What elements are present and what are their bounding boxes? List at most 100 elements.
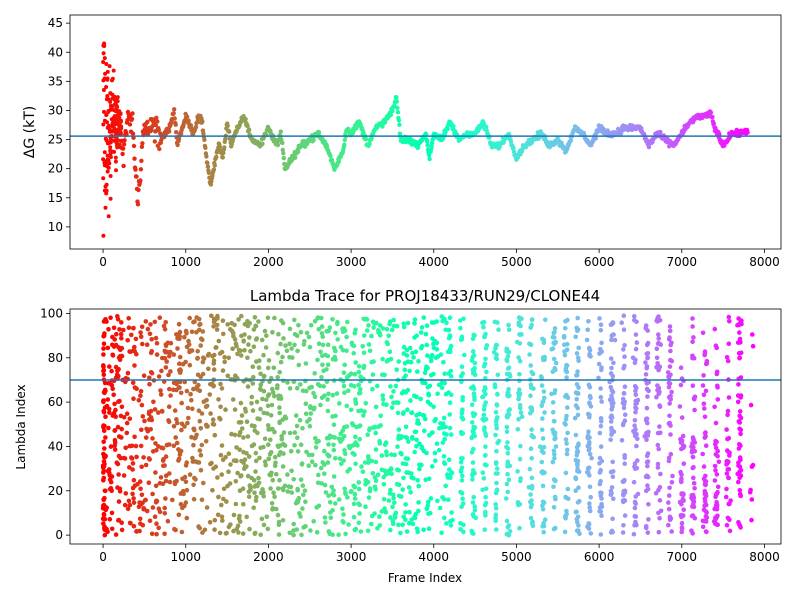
lambda-point: [542, 470, 547, 475]
lambda-point: [726, 314, 732, 320]
lambda-point: [703, 430, 708, 435]
lambda-point: [344, 348, 349, 354]
lambda-point: [401, 344, 407, 350]
lambda-point: [504, 349, 509, 354]
lambda-point: [108, 315, 113, 321]
lambda-point: [129, 456, 135, 461]
lambda-point: [505, 459, 511, 465]
lambda-point: [398, 450, 403, 456]
lambda-point: [633, 332, 639, 337]
lambda-point: [333, 348, 338, 354]
lambda-point: [540, 436, 546, 441]
lambda-point: [540, 523, 545, 529]
lambda-point: [726, 475, 731, 480]
lambda-point: [210, 354, 215, 359]
lambda-point: [587, 351, 592, 357]
lambda-point: [738, 350, 744, 356]
lambda-point: [364, 328, 370, 333]
lambda-point: [400, 487, 406, 492]
lambda-point: [750, 462, 756, 468]
lambda-point: [506, 327, 512, 333]
lambda-point: [668, 432, 673, 437]
lambda-point: [330, 508, 335, 513]
lambda-point: [294, 423, 300, 429]
lambda-point: [702, 406, 707, 411]
lambda-point: [727, 517, 732, 522]
lambda-point: [287, 430, 293, 436]
lambda-point: [361, 316, 367, 322]
lambda-point: [309, 459, 315, 465]
lambda-point: [528, 515, 534, 521]
lambda-point: [597, 481, 603, 487]
lambda-point: [118, 455, 123, 461]
lambda-point: [598, 327, 604, 333]
lambda-point: [158, 392, 164, 397]
delta-g-point: [484, 124, 489, 130]
lambda-point: [133, 443, 139, 449]
delta-g-point: [117, 142, 122, 147]
lambda-point: [148, 415, 154, 420]
lambda-point: [148, 322, 153, 327]
delta-g-point: [171, 111, 176, 116]
lambda-point: [237, 430, 243, 435]
lambda-point: [394, 323, 400, 329]
lambda-point: [191, 496, 197, 502]
lambda-point: [140, 341, 145, 347]
lambda-point: [353, 401, 359, 406]
lambda-point: [440, 425, 445, 430]
lambda-point: [365, 432, 371, 438]
lambda-point: [353, 434, 358, 440]
lambda-point: [219, 386, 225, 391]
lambda-point: [188, 391, 193, 397]
lambda-y-tick-label: 20: [48, 484, 63, 498]
lambda-point: [619, 320, 624, 326]
lambda-point: [267, 472, 272, 478]
delta-g-point: [388, 112, 394, 118]
lambda-point: [163, 454, 169, 459]
lambda-point: [147, 375, 152, 381]
lambda-point: [406, 439, 411, 444]
lambda-point: [480, 487, 485, 493]
lambda-point: [196, 382, 201, 388]
lambda-point: [316, 327, 322, 332]
lambda-point: [138, 393, 143, 399]
lambda-point: [587, 347, 593, 353]
lambda-point: [608, 419, 614, 424]
lambda-point: [255, 416, 260, 421]
lambda-point: [432, 450, 438, 456]
lambda-point: [610, 474, 616, 480]
lambda-point: [632, 430, 638, 436]
lambda-point: [150, 449, 156, 454]
lambda-point: [341, 370, 347, 376]
lambda-point: [344, 403, 350, 409]
lambda-point: [339, 461, 344, 467]
delta-g-point: [260, 141, 265, 146]
lambda-point: [298, 329, 304, 335]
lambda-point: [575, 500, 581, 505]
lambda-point: [182, 503, 187, 509]
lambda-point: [403, 390, 409, 395]
lambda-point: [461, 522, 466, 528]
lambda-point: [373, 459, 379, 465]
delta-g-point: [108, 196, 113, 201]
lambda-point: [644, 460, 650, 465]
delta-g-point: [113, 116, 118, 121]
lambda-point: [471, 413, 476, 419]
lambda-point: [441, 497, 447, 502]
lambda-point: [263, 345, 269, 350]
lambda-point: [185, 405, 191, 411]
lambda-point: [426, 392, 432, 398]
lambda-point: [516, 355, 521, 360]
lambda-point: [242, 457, 248, 462]
lambda-point: [505, 440, 510, 445]
lambda-point: [666, 493, 672, 498]
lambda-point: [738, 468, 744, 473]
lambda-point: [285, 472, 290, 477]
lambda-point: [667, 413, 672, 419]
lambda-point: [494, 488, 500, 494]
lambda-point: [106, 381, 111, 386]
lambda-point: [157, 315, 163, 321]
lambda-point: [200, 329, 206, 334]
lambda-point: [443, 391, 449, 397]
lambda-point: [206, 366, 211, 372]
